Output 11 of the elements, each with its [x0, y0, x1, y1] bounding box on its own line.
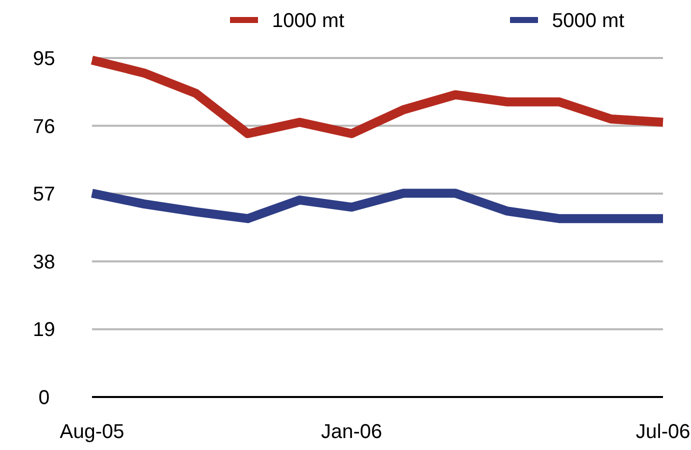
y-tick-label: 19 — [32, 319, 56, 342]
y-tick-label: 0 — [38, 387, 50, 409]
legend-label: 1000 mt — [272, 10, 345, 32]
y-tick-label: 95 — [32, 48, 56, 70]
x-tick-label: Jul-06 — [636, 421, 690, 443]
y-tick-label: 76 — [32, 116, 56, 138]
y-tick-label: 38 — [32, 251, 56, 274]
x-tick-label: Jan-06 — [320, 421, 382, 443]
y-tick-label: 57 — [32, 184, 56, 206]
x-tick-label: Aug-05 — [60, 421, 124, 443]
legend-label: 5000 mt — [552, 10, 625, 32]
